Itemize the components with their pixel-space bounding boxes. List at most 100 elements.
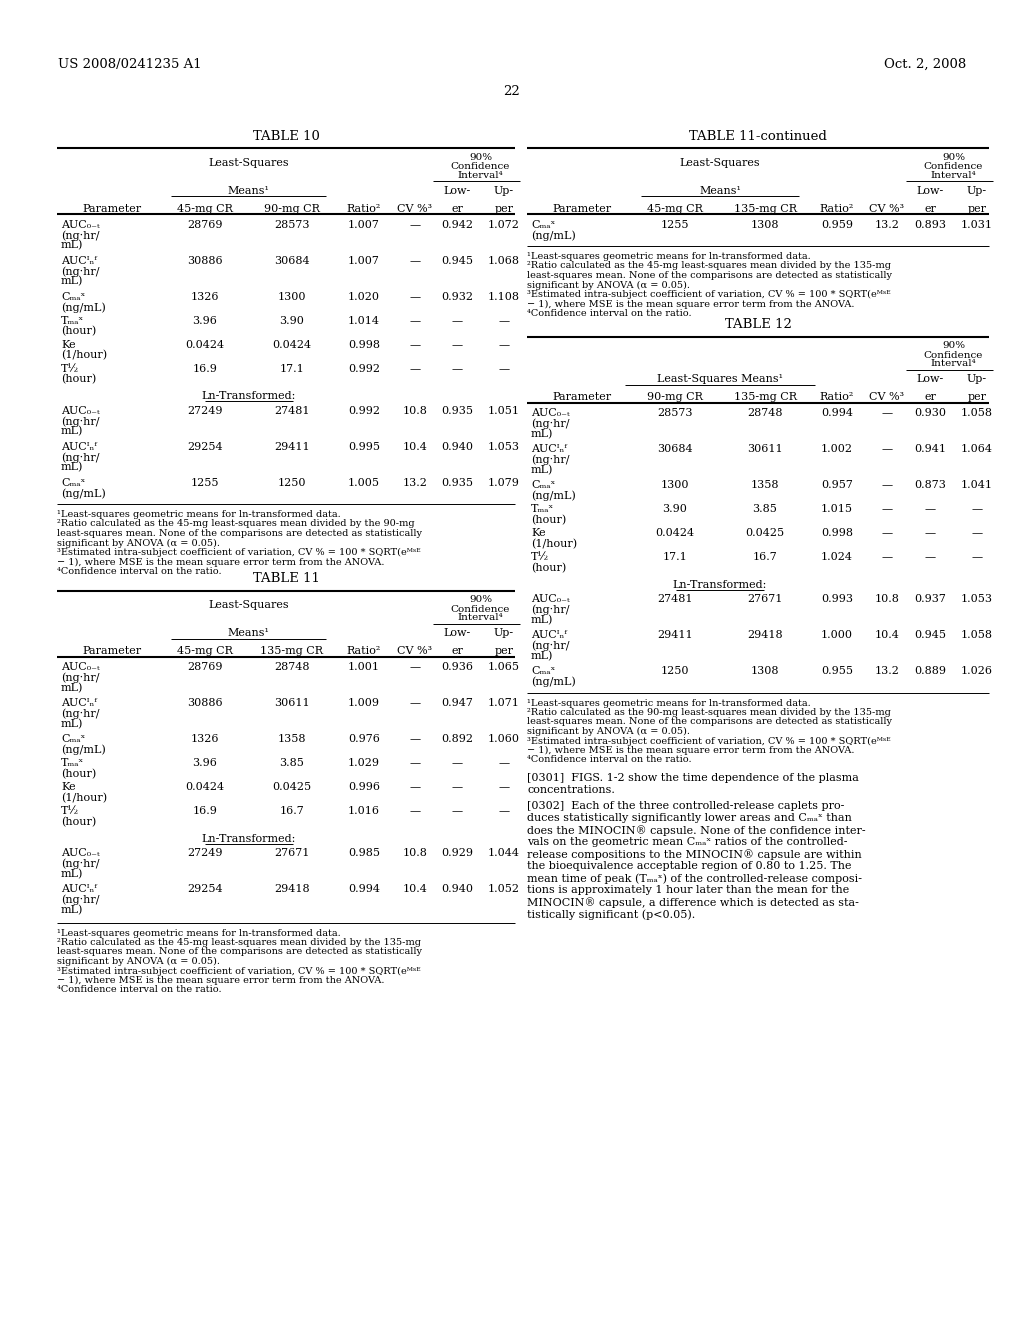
- Text: (1/hour): (1/hour): [61, 792, 108, 803]
- Text: mL): mL): [531, 651, 553, 661]
- Text: (1/hour): (1/hour): [531, 539, 578, 549]
- Text: Cₘₐˣ: Cₘₐˣ: [61, 292, 85, 302]
- Text: Least-Squares: Least-Squares: [208, 601, 289, 610]
- Text: Means¹: Means¹: [227, 628, 269, 639]
- Text: —: —: [925, 528, 936, 539]
- Text: AUC₀₋ₜ: AUC₀₋ₜ: [531, 408, 569, 418]
- Text: TABLE 12: TABLE 12: [725, 318, 792, 331]
- Text: significant by ANOVA (α = 0.05).: significant by ANOVA (α = 0.05).: [57, 539, 220, 548]
- Text: mL): mL): [61, 240, 83, 251]
- Text: 1.007: 1.007: [348, 220, 380, 230]
- Text: Cₘₐˣ: Cₘₐˣ: [531, 667, 555, 676]
- Text: 28748: 28748: [748, 408, 782, 418]
- Text: —: —: [972, 528, 983, 539]
- Text: (ng·hr/: (ng·hr/: [61, 895, 99, 906]
- Text: 29418: 29418: [274, 884, 310, 895]
- Text: 1358: 1358: [751, 480, 779, 491]
- Text: 0.0424: 0.0424: [272, 341, 311, 350]
- Text: Interval⁴: Interval⁴: [458, 172, 504, 180]
- Text: 29411: 29411: [274, 442, 310, 451]
- Text: (ng/mL): (ng/mL): [531, 491, 575, 502]
- Text: 0.936: 0.936: [441, 663, 473, 672]
- Text: 3.96: 3.96: [193, 315, 217, 326]
- Text: 1326: 1326: [190, 292, 219, 302]
- Text: (ng/mL): (ng/mL): [61, 744, 105, 755]
- Text: ⁴Confidence interval on the ratio.: ⁴Confidence interval on the ratio.: [57, 568, 221, 576]
- Text: CV %³: CV %³: [397, 205, 432, 214]
- Text: 1.002: 1.002: [821, 445, 853, 454]
- Text: (ng·hr/: (ng·hr/: [531, 454, 569, 465]
- Text: 1.071: 1.071: [488, 698, 520, 709]
- Text: Least-Squares: Least-Squares: [680, 158, 760, 168]
- Text: 16.9: 16.9: [193, 807, 217, 817]
- Text: er: er: [924, 205, 936, 214]
- Text: (1/hour): (1/hour): [61, 350, 108, 360]
- Text: 45-mg CR: 45-mg CR: [177, 647, 232, 656]
- Text: Tₘₐˣ: Tₘₐˣ: [61, 759, 84, 768]
- Text: Confidence: Confidence: [451, 605, 510, 614]
- Text: 16.7: 16.7: [753, 553, 777, 562]
- Text: 27671: 27671: [274, 849, 309, 858]
- Text: 3.96: 3.96: [193, 759, 217, 768]
- Text: 30886: 30886: [187, 256, 223, 267]
- Text: 1.053: 1.053: [488, 442, 520, 451]
- Text: 0.959: 0.959: [821, 220, 853, 230]
- Text: Interval⁴: Interval⁴: [458, 614, 504, 623]
- Text: least-squares mean. None of the comparisons are detected as statistically: least-squares mean. None of the comparis…: [57, 529, 422, 539]
- Text: 17.1: 17.1: [280, 364, 304, 374]
- Text: 13.2: 13.2: [402, 478, 427, 488]
- Text: —: —: [410, 256, 421, 267]
- Text: 90-mg CR: 90-mg CR: [647, 392, 702, 403]
- Text: 3.85: 3.85: [280, 759, 304, 768]
- Text: CV %³: CV %³: [869, 205, 904, 214]
- Text: AUCᴵₙᶠ: AUCᴵₙᶠ: [61, 884, 97, 895]
- Text: 0.996: 0.996: [348, 783, 380, 792]
- Text: the bioequivalence acceptable region of 0.80 to 1.25. The: the bioequivalence acceptable region of …: [527, 861, 852, 871]
- Text: ³Estimated intra-subject coefficient of variation, CV % = 100 * SQRT(eᴹˢᴱ: ³Estimated intra-subject coefficient of …: [527, 290, 891, 300]
- Text: mL): mL): [61, 426, 83, 437]
- Text: AUCᴵₙᶠ: AUCᴵₙᶠ: [61, 698, 97, 709]
- Text: 1.072: 1.072: [488, 220, 520, 230]
- Text: —: —: [499, 364, 510, 374]
- Text: 90%: 90%: [469, 153, 493, 162]
- Text: does the MINOCIN® capsule. None of the confidence inter-: does the MINOCIN® capsule. None of the c…: [527, 825, 865, 836]
- Text: Low-: Low-: [916, 375, 944, 384]
- Text: 0.932: 0.932: [441, 292, 473, 302]
- Text: (ng·hr/: (ng·hr/: [61, 858, 99, 869]
- Text: 28573: 28573: [657, 408, 693, 418]
- Text: ⁴Confidence interval on the ratio.: ⁴Confidence interval on the ratio.: [57, 986, 221, 994]
- Text: Ke: Ke: [531, 528, 546, 539]
- Text: 0.993: 0.993: [821, 594, 853, 605]
- Text: 10.8: 10.8: [402, 849, 427, 858]
- Text: Cₘₐˣ: Cₘₐˣ: [61, 478, 85, 488]
- Text: 1.007: 1.007: [348, 256, 380, 267]
- Text: 29418: 29418: [748, 631, 782, 640]
- Text: 0.929: 0.929: [441, 849, 473, 858]
- Text: er: er: [451, 205, 463, 214]
- Text: 0.941: 0.941: [914, 445, 946, 454]
- Text: Ln-Transformed:: Ln-Transformed:: [202, 391, 296, 401]
- Text: ¹Least-squares geometric means for ln-transformed data.: ¹Least-squares geometric means for ln-tr…: [57, 928, 341, 937]
- Text: —: —: [452, 783, 463, 792]
- Text: 1.064: 1.064: [961, 445, 993, 454]
- Text: AUCᴵₙᶠ: AUCᴵₙᶠ: [531, 631, 567, 640]
- Text: 10.4: 10.4: [402, 884, 427, 895]
- Text: 90%: 90%: [942, 342, 965, 351]
- Text: Ratio²: Ratio²: [820, 392, 854, 403]
- Text: vals on the geometric mean Cₘₐˣ ratios of the controlled-: vals on the geometric mean Cₘₐˣ ratios o…: [527, 837, 848, 847]
- Text: 0.935: 0.935: [441, 407, 473, 416]
- Text: 0.892: 0.892: [441, 734, 473, 744]
- Text: Parameter: Parameter: [552, 205, 611, 214]
- Text: 0.940: 0.940: [441, 442, 473, 451]
- Text: 0.945: 0.945: [914, 631, 946, 640]
- Text: ⁴Confidence interval on the ratio.: ⁴Confidence interval on the ratio.: [527, 755, 691, 764]
- Text: − 1), where MSE is the mean square error term from the ANOVA.: − 1), where MSE is the mean square error…: [57, 557, 384, 566]
- Text: 16.9: 16.9: [193, 364, 217, 374]
- Text: 90-mg CR: 90-mg CR: [264, 205, 319, 214]
- Text: 1.029: 1.029: [348, 759, 380, 768]
- Text: mL): mL): [61, 276, 83, 286]
- Text: 27249: 27249: [187, 407, 223, 416]
- Text: Ke: Ke: [61, 341, 76, 350]
- Text: (ng/mL): (ng/mL): [61, 488, 105, 499]
- Text: —: —: [499, 783, 510, 792]
